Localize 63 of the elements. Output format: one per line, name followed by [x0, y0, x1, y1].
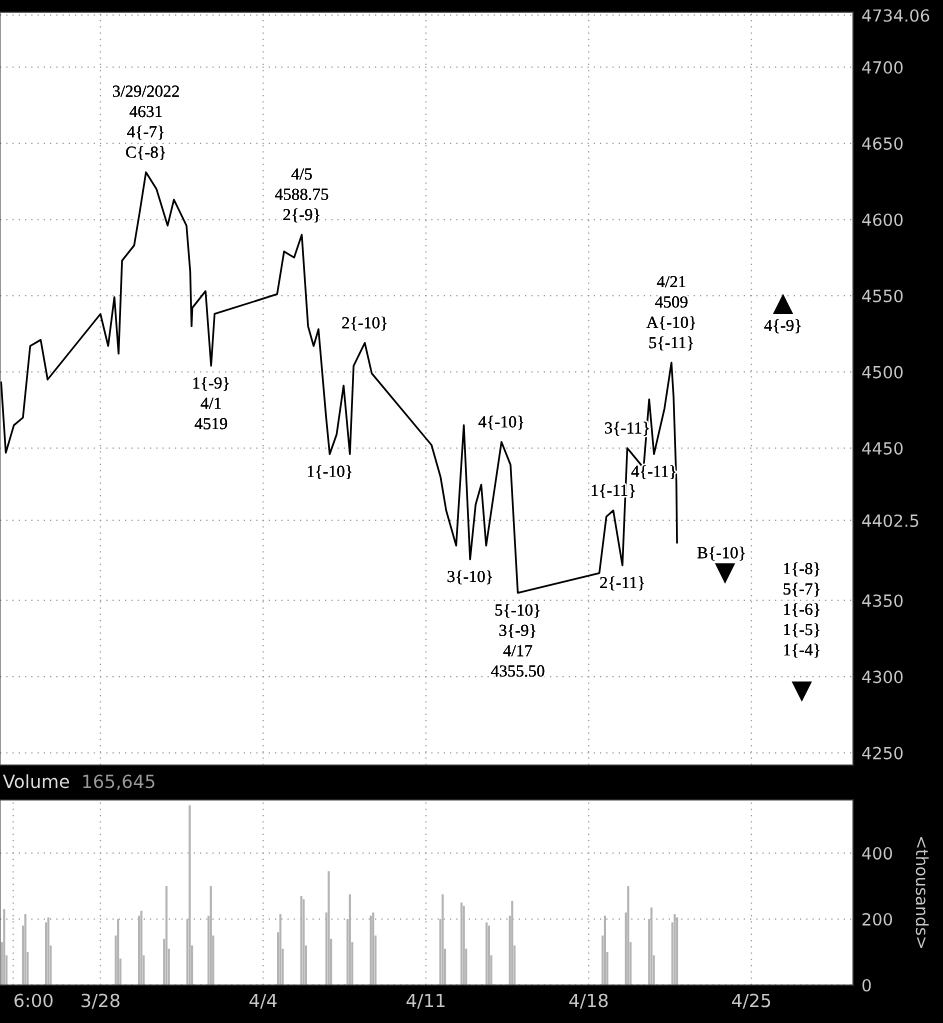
y-tick-label: 4550 — [862, 289, 903, 303]
bar — [137, 915, 141, 985]
annotation: 2{-11} — [600, 576, 644, 591]
y-tick-label: 4600 — [862, 213, 903, 227]
bar — [603, 915, 607, 985]
bar — [209, 886, 212, 985]
annotation: 3{-10} — [447, 570, 492, 585]
bar — [302, 899, 305, 985]
bar — [24, 914, 27, 985]
chart-title: Volume — [2, 774, 70, 789]
bar — [650, 907, 653, 985]
bar — [140, 910, 143, 985]
bar — [188, 805, 191, 985]
annotation: 1{-8} 5{-7} 1{-6} 1{-5} 1{-4} — [783, 562, 820, 658]
x-tick-label: 6:00 — [14, 993, 53, 1008]
bar — [279, 914, 282, 985]
annotation: 1{-9} 4/1 4519 — [193, 376, 229, 430]
y-tick-label: 0 — [862, 978, 871, 992]
bar — [47, 917, 50, 985]
chart-subtitle: 165,645 — [83, 774, 155, 791]
bar — [441, 894, 444, 985]
y-tick-label: 4734.06 — [862, 9, 930, 22]
bar — [327, 871, 330, 985]
annotation: 4/5 4588.75 2{-9} — [275, 168, 329, 223]
x-tick-label: 4/18 — [569, 993, 608, 1009]
bar — [627, 886, 630, 985]
annotation: B{-10} — [697, 546, 745, 561]
y-tick-label: 4700 — [862, 61, 903, 74]
y-tick-label: 4250 — [862, 746, 903, 760]
bar — [372, 912, 375, 985]
bar — [462, 905, 465, 985]
bar — [511, 900, 514, 985]
annotation: 4{-9} — [764, 319, 801, 334]
bar — [460, 902, 463, 985]
y-axis-title: <thousands> — [915, 837, 929, 948]
x-tick-label: 4/4 — [249, 993, 277, 1009]
bar — [3, 909, 6, 985]
bar — [117, 919, 120, 985]
y-tick-label: 4450 — [862, 442, 903, 455]
annotation: 2{-10} — [342, 316, 387, 331]
x-tick-label: 4/11 — [406, 993, 445, 1009]
bar — [300, 895, 303, 985]
y-tick-label: 4650 — [862, 137, 903, 150]
y-tick-label: 4500 — [862, 365, 903, 379]
annotation: 4{-10} — [478, 415, 524, 430]
x-tick-label: 3/28 — [81, 993, 120, 1009]
bar — [675, 917, 679, 985]
y-tick-label: 4402.5 — [862, 514, 919, 528]
y-tick-label: 4300 — [862, 670, 903, 684]
annotation: 4/21 4509 A{-10} 5{-11} — [646, 276, 696, 351]
y-tick-label: 200 — [862, 913, 893, 926]
y-tick-label: 4350 — [862, 594, 903, 608]
annotation: 1{-10} — [307, 465, 352, 480]
bar — [348, 894, 351, 985]
bar — [485, 922, 488, 985]
annotation: 3/29/2022 4631 4{-7} C{-8} — [112, 85, 179, 160]
bar — [369, 915, 372, 985]
bar — [165, 886, 168, 985]
y-tick-label: 400 — [862, 847, 893, 860]
annotation: 4{-11} — [631, 465, 676, 480]
bar — [487, 925, 490, 985]
annotation: 5{-10} 3{-9} 4/17 4355.50 — [491, 603, 545, 677]
x-tick-label: 4/25 — [732, 993, 771, 1009]
